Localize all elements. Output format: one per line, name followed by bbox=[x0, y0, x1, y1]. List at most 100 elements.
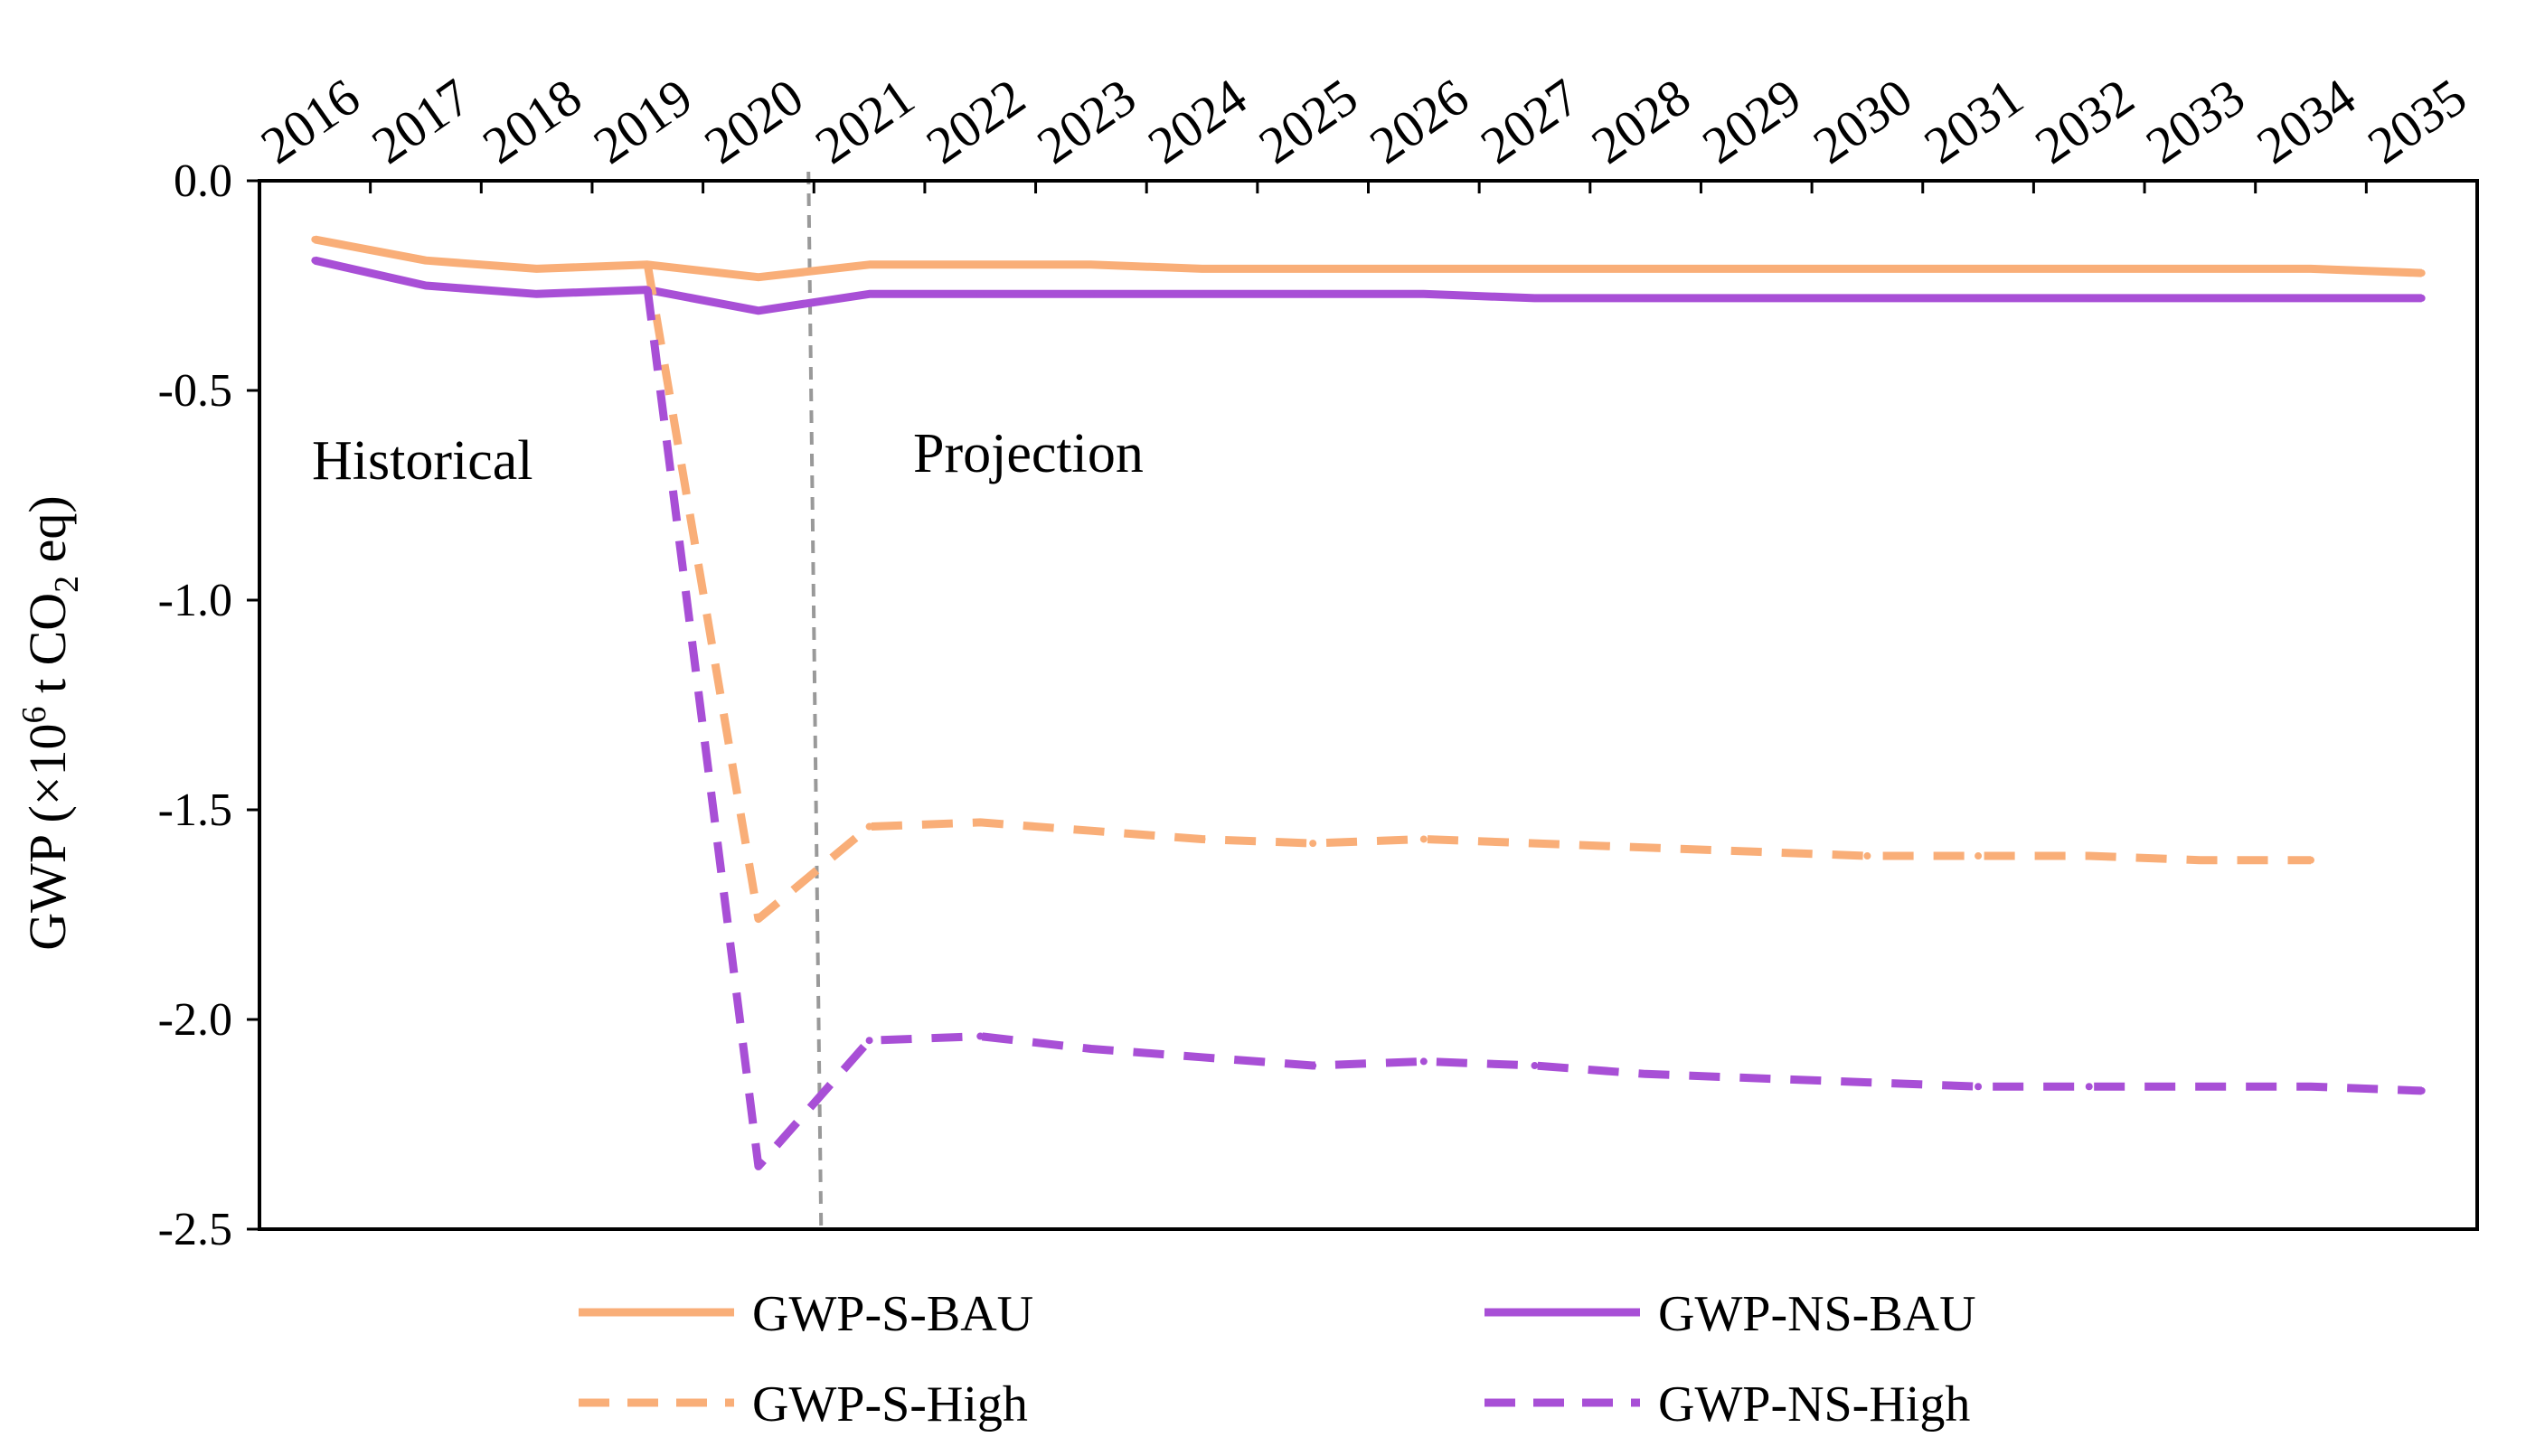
data-point-gwp-ns-high bbox=[2196, 1083, 2204, 1091]
y-axis-title-sub: 2 bbox=[48, 576, 86, 593]
data-point-gwp-s-bau bbox=[421, 257, 429, 265]
data-point-gwp-ns-high bbox=[644, 286, 652, 294]
x-axis-ticks bbox=[258, 181, 2479, 193]
data-point-gwp-s-high bbox=[1419, 835, 1428, 843]
data-point-gwp-s-bau bbox=[1419, 265, 1428, 273]
y-axis-tick-labels: 0.0 -0.5 -1.0 -1.5 -2.0 -2.5 bbox=[158, 155, 232, 1255]
x-tick-label: 2025 bbox=[1249, 67, 1368, 175]
data-point-gwp-s-high bbox=[976, 818, 985, 826]
data-point-gwp-s-high bbox=[1863, 852, 1871, 860]
data-point-gwp-ns-bau bbox=[1198, 290, 1206, 298]
data-point-gwp-ns-bau bbox=[1419, 290, 1428, 298]
data-point-gwp-ns-high bbox=[1419, 1057, 1428, 1066]
y-tick-label: -0.5 bbox=[158, 365, 232, 417]
plot-area-frame bbox=[258, 179, 2479, 1231]
data-point-gwp-ns-high bbox=[1975, 1083, 1983, 1091]
data-point-gwp-s-bau bbox=[2196, 265, 2204, 273]
y-tick-label: -1.0 bbox=[158, 575, 232, 626]
data-point-gwp-ns-high bbox=[2418, 1086, 2426, 1094]
y-axis-title: GWP (×106 t CO2 eq) bbox=[15, 495, 86, 951]
series-line-gwp-s-high bbox=[643, 264, 2311, 924]
x-axis-tick-labels: 2016201720182019202020212022202320242025… bbox=[250, 67, 2477, 175]
annotation-historical: Historical bbox=[312, 430, 533, 492]
data-point-gwp-ns-high bbox=[1642, 1070, 1650, 1078]
y-axis-title-post: eq) bbox=[18, 495, 77, 576]
data-point-gwp-ns-bau bbox=[754, 306, 762, 315]
data-point-gwp-ns-high bbox=[2085, 1083, 2093, 1091]
data-point-gwp-ns-bau bbox=[2418, 294, 2426, 302]
x-tick-label: 2030 bbox=[1803, 67, 1922, 175]
data-point-gwp-ns-high bbox=[1752, 1074, 1760, 1082]
data-point-gwp-ns-bau bbox=[1863, 294, 1871, 302]
data-point-gwp-s-bau bbox=[1975, 265, 1983, 273]
series-line-gwp-ns-high bbox=[643, 289, 2422, 1170]
data-point-gwp-s-bau bbox=[1531, 265, 1539, 273]
y-tick-label: -2.5 bbox=[158, 1204, 232, 1255]
legend-label-gwp-s-high: GWP-S-High bbox=[752, 1376, 1028, 1433]
x-tick-label: 2018 bbox=[472, 67, 591, 175]
x-tick-label: 2026 bbox=[1359, 67, 1478, 175]
y-tick-label: 0.0 bbox=[174, 155, 232, 207]
series-layer bbox=[311, 235, 2426, 1170]
x-tick-label: 2020 bbox=[694, 67, 814, 175]
data-point-gwp-s-bau bbox=[865, 260, 873, 268]
x-tick-label: 2027 bbox=[1470, 67, 1589, 175]
data-point-gwp-s-high bbox=[1975, 852, 1983, 860]
data-point-gwp-ns-bau bbox=[1309, 290, 1317, 298]
annotation-projection: Projection bbox=[913, 423, 1144, 484]
data-point-gwp-s-high bbox=[1087, 827, 1095, 835]
data-point-gwp-s-bau bbox=[311, 235, 319, 243]
series-line-gwp-s-bau bbox=[314, 235, 2422, 282]
data-point-gwp-s-bau bbox=[1198, 265, 1206, 273]
data-point-gwp-ns-bau bbox=[865, 290, 873, 298]
data-point-gwp-s-high bbox=[1752, 848, 1760, 856]
legend-label-gwp-ns-high: GWP-NS-High bbox=[1658, 1376, 1970, 1433]
x-tick-label: 2017 bbox=[362, 67, 481, 175]
data-point-gwp-ns-bau bbox=[2085, 294, 2093, 302]
x-tick-label: 2032 bbox=[2024, 67, 2144, 175]
data-point-gwp-ns-bau bbox=[1087, 290, 1095, 298]
data-point-gwp-s-bau bbox=[2307, 265, 2315, 273]
data-point-gwp-s-bau bbox=[2418, 269, 2426, 277]
series-line-gwp-ns-bau bbox=[314, 256, 2422, 315]
data-point-gwp-s-bau bbox=[1087, 260, 1095, 268]
y-tick-label: -1.5 bbox=[158, 784, 232, 836]
data-point-gwp-ns-high bbox=[1863, 1078, 1871, 1086]
data-point-gwp-ns-high bbox=[1531, 1062, 1539, 1070]
data-point-gwp-ns-high bbox=[1309, 1062, 1317, 1070]
data-point-gwp-s-bau bbox=[754, 273, 762, 281]
data-point-gwp-s-high bbox=[644, 260, 652, 268]
data-point-gwp-s-bau bbox=[1863, 265, 1871, 273]
historical-projection-divider bbox=[806, 171, 824, 1230]
y-axis-title-sup: 6 bbox=[15, 706, 53, 723]
x-tick-label: 2022 bbox=[916, 67, 1035, 175]
data-point-gwp-ns-bau bbox=[1975, 294, 1983, 302]
x-tick-label: 2031 bbox=[1914, 67, 2033, 175]
x-tick-label: 2019 bbox=[583, 67, 702, 175]
data-point-gwp-ns-bau bbox=[976, 290, 985, 298]
data-point-gwp-ns-high bbox=[754, 1162, 762, 1170]
data-point-gwp-s-bau bbox=[2085, 265, 2093, 273]
data-point-gwp-s-high bbox=[2196, 856, 2204, 864]
data-point-gwp-s-high bbox=[1642, 843, 1650, 851]
data-point-gwp-ns-high bbox=[865, 1037, 873, 1045]
data-point-gwp-s-high bbox=[754, 915, 762, 923]
data-point-gwp-ns-bau bbox=[2196, 294, 2204, 302]
data-point-gwp-ns-high bbox=[2307, 1083, 2315, 1091]
data-point-gwp-ns-bau bbox=[1642, 294, 1650, 302]
data-point-gwp-ns-bau bbox=[421, 282, 429, 289]
data-point-gwp-s-bau bbox=[976, 260, 985, 268]
x-tick-label: 2016 bbox=[250, 67, 370, 175]
y-axis-title-mid: t CO bbox=[18, 593, 77, 707]
legend-label-gwp-s-bau: GWP-S-BAU bbox=[752, 1286, 1033, 1342]
legend: GWP-S-BAU GWP-NS-BAU GWP-S-High GWP-NS-H… bbox=[579, 1286, 1976, 1433]
x-tick-label: 2024 bbox=[1137, 67, 1257, 175]
data-point-gwp-s-high bbox=[1198, 835, 1206, 843]
data-point-gwp-s-high bbox=[1309, 840, 1317, 848]
legend-label-gwp-ns-bau: GWP-NS-BAU bbox=[1658, 1286, 1976, 1342]
data-point-gwp-s-bau bbox=[533, 265, 541, 273]
data-point-gwp-s-bau bbox=[1642, 265, 1650, 273]
x-tick-label: 2028 bbox=[1581, 67, 1701, 175]
data-point-gwp-s-bau bbox=[1752, 265, 1760, 273]
